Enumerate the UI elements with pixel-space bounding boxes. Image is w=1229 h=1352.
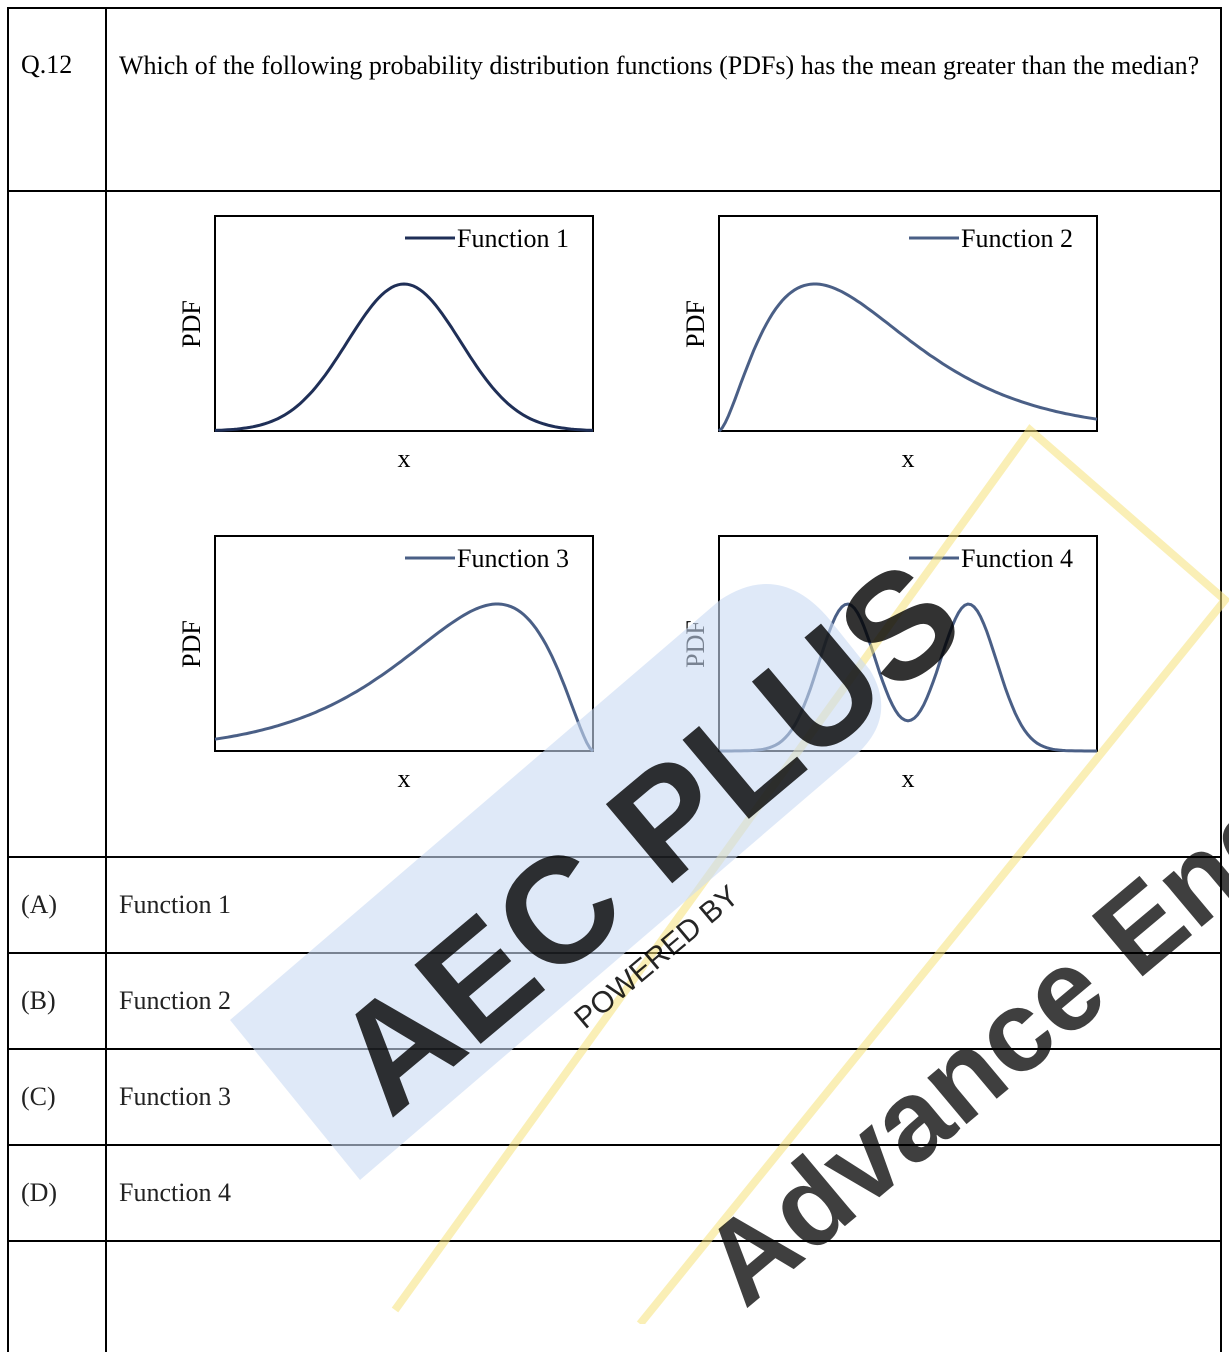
- option-label: (D): [7, 1144, 107, 1242]
- pdf-curve-2: [717, 282, 1098, 433]
- option-text: Function 1: [105, 856, 1222, 954]
- legend-label-1: Function 1: [457, 224, 569, 253]
- option-label: (A): [7, 856, 107, 954]
- pdf-curve-4: [719, 602, 1097, 753]
- question-table: Q.12 Which of the following probability …: [7, 7, 1222, 1352]
- option-row-b[interactable]: (B) Function 2: [7, 952, 1222, 1050]
- option-row-c[interactable]: (C) Function 3: [7, 1048, 1222, 1146]
- answer-row: [7, 1240, 1222, 1352]
- legend-label-4: Function 4: [961, 544, 1073, 573]
- option-label: (B): [7, 952, 107, 1050]
- figure-row: Function 1 PDF x Function 2 PDF x Function 3 PD…: [7, 190, 1222, 858]
- x-axis-label-2: x: [902, 444, 915, 473]
- y-axis-label-1: PDF: [177, 300, 206, 348]
- figure-number-cell: [7, 190, 107, 858]
- option-row-d[interactable]: (D) Function 4: [7, 1144, 1222, 1242]
- y-axis-label-4: PDF: [681, 620, 710, 668]
- question-row: Q.12 Which of the following probability …: [7, 7, 1222, 192]
- pdf-curve-3: [214, 602, 595, 753]
- pdf-curve-1: [214, 282, 594, 432]
- figure-cell: Function 1 PDF x Function 2 PDF x Function 3 PD…: [105, 190, 1222, 858]
- question-number: Q.12: [7, 7, 107, 192]
- x-axis-label-3: x: [398, 764, 411, 793]
- y-axis-label-3: PDF: [177, 620, 206, 668]
- option-row-a[interactable]: (A) Function 1: [7, 856, 1222, 954]
- x-axis-label-4: x: [902, 764, 915, 793]
- legend-label-3: Function 3: [457, 544, 569, 573]
- pdf-charts: Function 1 PDF x Function 2 PDF x Function 3 PD…: [177, 215, 1098, 793]
- x-axis-label-1: x: [398, 444, 411, 473]
- answer-cell: [105, 1240, 1222, 1352]
- legend-label-2: Function 2: [961, 224, 1073, 253]
- option-text: Function 3: [105, 1048, 1222, 1146]
- y-axis-label-2: PDF: [681, 300, 710, 348]
- option-text: Function 4: [105, 1144, 1222, 1242]
- question-text: Which of the following probability distr…: [105, 7, 1222, 192]
- option-text: Function 2: [105, 952, 1222, 1050]
- option-label: (C): [7, 1048, 107, 1146]
- answer-number-cell: [7, 1240, 107, 1352]
